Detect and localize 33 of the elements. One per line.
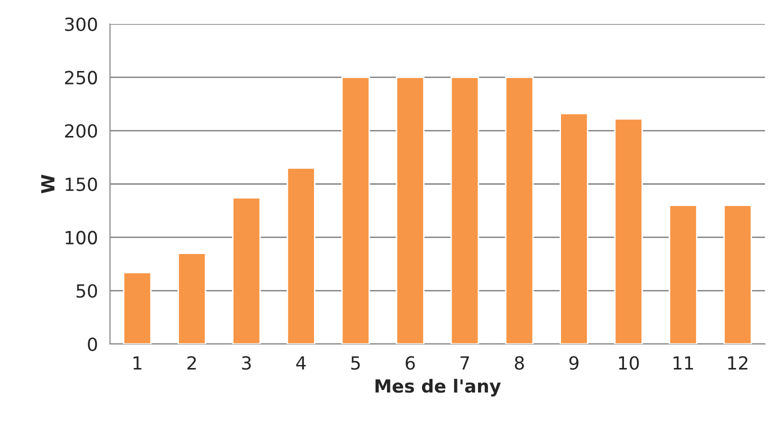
x-tick-label: 12 — [728, 356, 748, 370]
x-tick-label: 11 — [674, 356, 693, 370]
bar — [450, 76, 480, 344]
bar — [723, 204, 752, 344]
bar — [668, 204, 698, 344]
x-tick-label: 1 — [134, 356, 142, 370]
x-tick-label: 2 — [187, 356, 196, 370]
y-tick-label: 0 — [88, 337, 97, 352]
x-tick-label: 10 — [619, 356, 639, 370]
y-tick-label: 150 — [66, 177, 97, 192]
bar — [341, 76, 370, 344]
bar — [232, 197, 261, 344]
bar — [614, 118, 643, 344]
x-tick-label: 3 — [242, 356, 251, 370]
x-tick-label: 7 — [460, 356, 469, 370]
y-tick-label: 200 — [65, 124, 97, 138]
bar — [286, 167, 316, 344]
y-tick-label: 300 — [65, 17, 97, 32]
y-tick-label: 50 — [76, 284, 97, 298]
y-tick-label: 100 — [66, 230, 97, 244]
y-tick-label: 250 — [65, 70, 97, 84]
bar — [560, 112, 588, 344]
bar — [122, 272, 152, 344]
x-tick-label: 8 — [514, 356, 524, 370]
bar — [505, 76, 534, 344]
bar — [396, 76, 425, 344]
x-axis-title: Mes de l'any — [376, 378, 501, 396]
bar — [178, 252, 206, 344]
x-tick-label: 6 — [406, 356, 415, 370]
x-tick-label: 9 — [569, 356, 578, 370]
x-tick-label: 4 — [296, 356, 306, 370]
y-axis-title: W — [41, 174, 54, 194]
x-tick-label: 5 — [351, 356, 360, 370]
